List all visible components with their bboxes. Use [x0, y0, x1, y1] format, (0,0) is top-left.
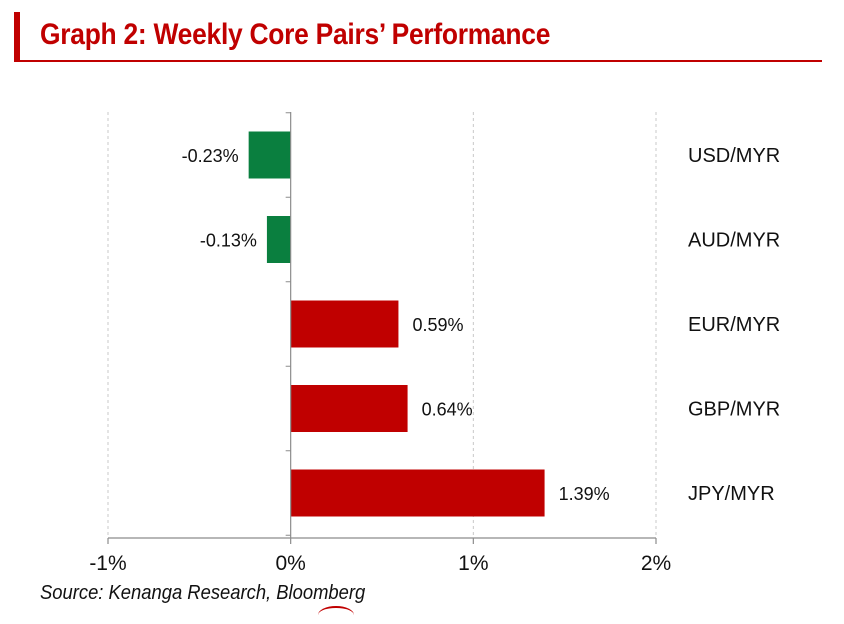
- category-label: JPY/MYR: [688, 483, 775, 505]
- category-label: USD/MYR: [688, 145, 780, 167]
- bar-usd-myr: [248, 131, 291, 179]
- bar-gbp-myr: [290, 385, 408, 432]
- chart-title: Graph 2: Weekly Core Pairs’ Performance: [40, 18, 551, 51]
- data-label: -0.23%: [182, 146, 239, 166]
- title-accent-bar: [14, 12, 20, 62]
- bar-jpy-myr: [290, 469, 545, 517]
- source-note: Source: Kenanga Research, Bloomberg: [40, 582, 366, 604]
- category-label: AUD/MYR: [688, 230, 780, 252]
- title-underline: [14, 60, 822, 62]
- axes: [107, 112, 657, 544]
- labels: -0.23% USD/MYR -0.13% AUD/MYR 0.59% EUR/MYR 0.…: [89, 145, 780, 575]
- bar-eur-myr: [290, 300, 399, 348]
- bar-aud-myr: [266, 216, 291, 263]
- x-tick-label: 0%: [275, 552, 305, 575]
- x-tick-label: 1%: [458, 552, 488, 575]
- category-label: EUR/MYR: [688, 314, 780, 336]
- x-tick-label: 2%: [641, 552, 671, 575]
- data-label: 0.59%: [412, 315, 463, 335]
- data-label: 1.39%: [559, 484, 610, 504]
- chart-header: Graph 2: Weekly Core Pairs’ Performance: [14, 12, 822, 62]
- data-label: 0.64%: [422, 400, 473, 420]
- gridlines: [107, 112, 657, 538]
- category-label: GBP/MYR: [688, 399, 780, 421]
- x-tick-label: -1%: [89, 552, 126, 575]
- bars: [248, 131, 545, 517]
- data-label: -0.13%: [200, 231, 257, 251]
- footer-logo-fragment: [318, 606, 354, 624]
